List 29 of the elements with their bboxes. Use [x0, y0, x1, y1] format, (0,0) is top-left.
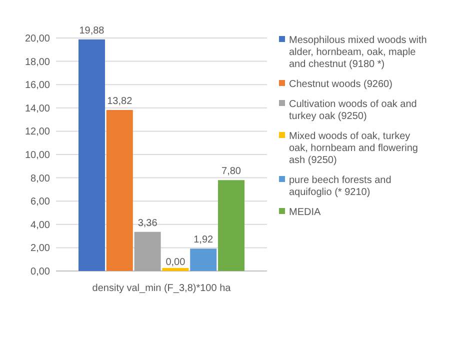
y-tick-label: 4,00: [30, 220, 50, 231]
data-label: 7,80: [222, 166, 242, 178]
y-tick-label: 0,00: [30, 266, 50, 278]
x-tick-label: density val_min (F_3,8)*100 ha: [92, 283, 232, 294]
bar: [218, 180, 245, 271]
y-tick-label: 10,00: [24, 150, 50, 161]
bar: [134, 232, 161, 271]
data-label: 1,92: [194, 234, 214, 246]
legend-label: Mesophilous mixed woods with alder, hornbeam, oak, maple and chestnut (9180 *): [289, 35, 427, 70]
data-label: 0,00: [166, 257, 186, 268]
y-tick-label: 18,00: [24, 56, 50, 68]
bar: [190, 248, 217, 271]
y-tick-label: 16,00: [24, 80, 50, 92]
data-label: 3,36: [138, 218, 158, 229]
y-tick-label: 20,00: [24, 34, 50, 44]
legend-label: MEDIA: [289, 207, 321, 218]
legend-label: pure beech forests and aquifoglio (* 9210): [289, 175, 392, 198]
bar: [78, 39, 105, 271]
legend-label: Mixed woods of oak, turkey oak, hornbeam and flowering ash (9250): [289, 131, 418, 166]
y-tick-label: 8,00: [30, 173, 50, 184]
y-tick-label: 2,00: [30, 243, 50, 254]
y-tick-label: 14,00: [24, 103, 50, 114]
bar: [106, 110, 133, 271]
data-label: 13,82: [107, 96, 133, 107]
y-tick-label: 6,00: [30, 196, 50, 208]
legend-label: Cultivation woods of oak and turkey oak (9250): [289, 99, 417, 122]
data-label: 19,88: [79, 25, 105, 36]
legend-label: Chestnut woods (9260): [289, 79, 392, 90]
y-tick-label: 12,00: [24, 126, 50, 138]
